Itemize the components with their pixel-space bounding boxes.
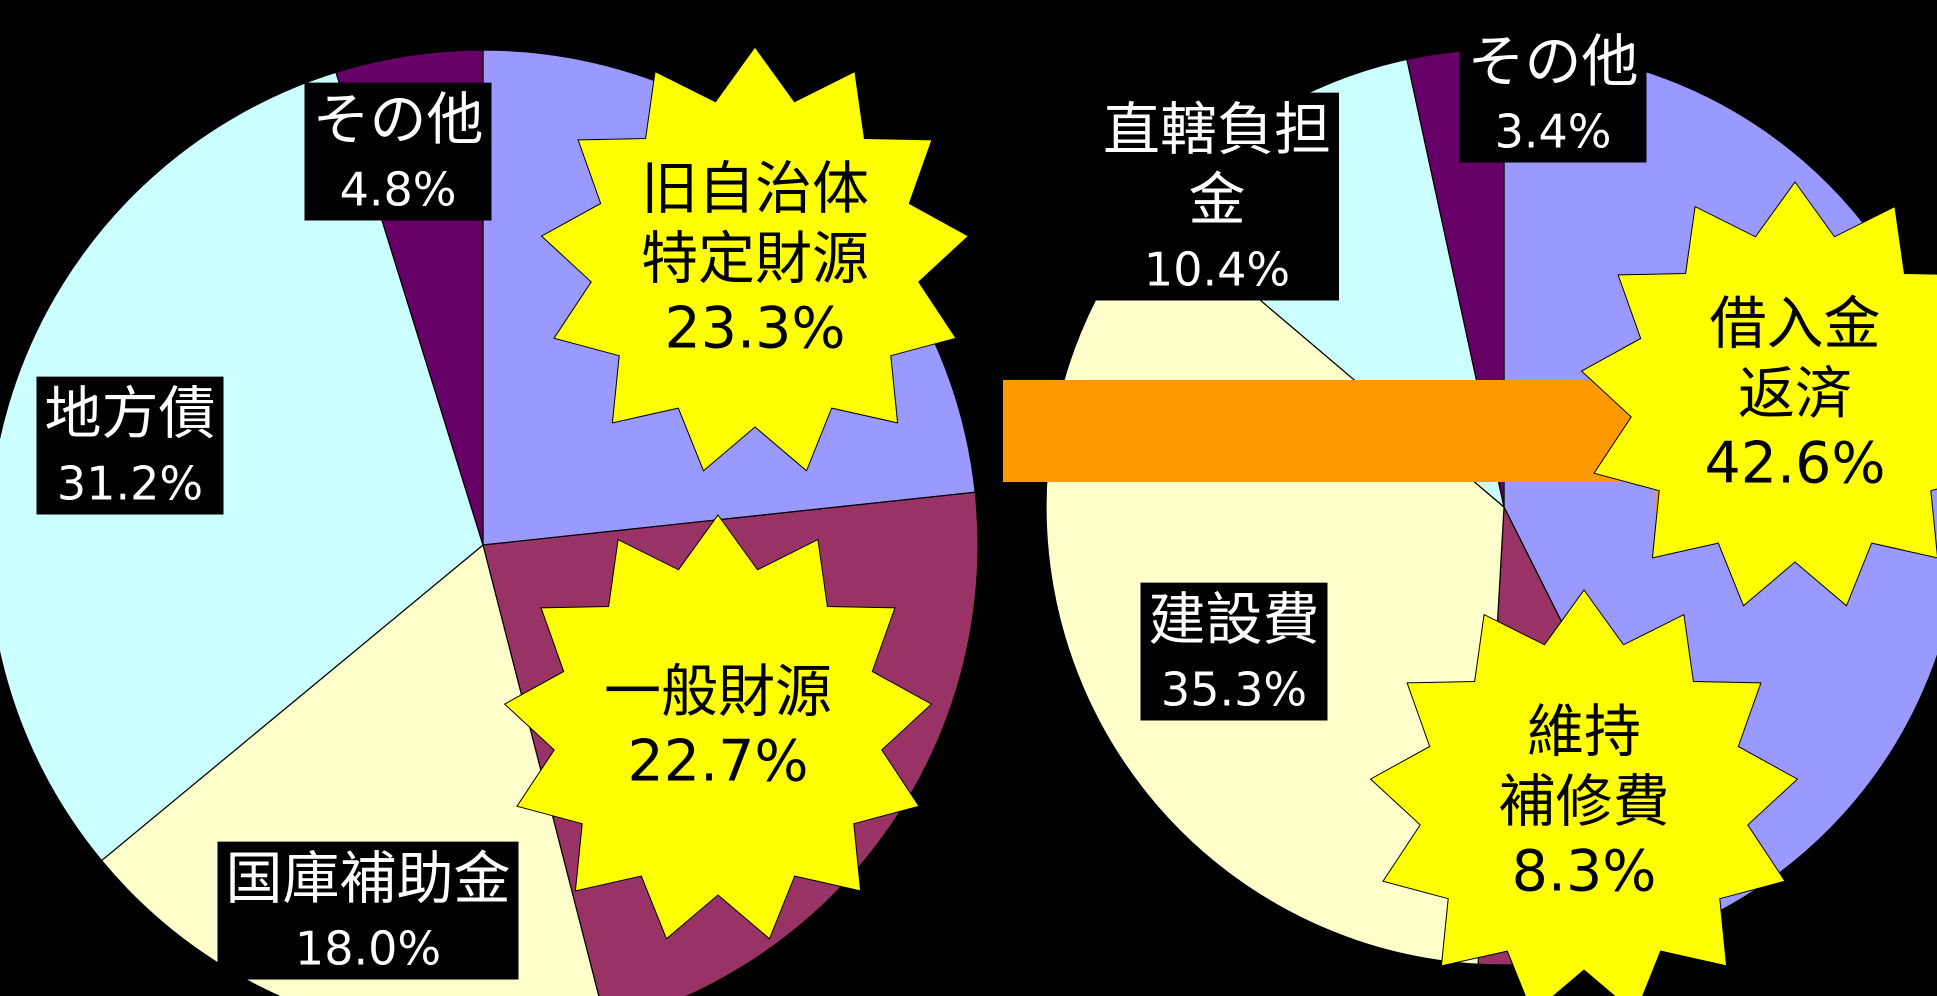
box-label: 直轄負担金 10.4% xyxy=(1095,92,1339,301)
value-label: 35.3% xyxy=(1161,663,1307,717)
category-label: その他 xyxy=(313,87,484,153)
labels: 旧自治体特定財源23.3%一般財源22.7%国庫補助金18.0%地方債31.2%… xyxy=(36,24,1937,996)
label-box xyxy=(1140,582,1328,721)
label-box xyxy=(36,376,224,515)
starburst xyxy=(503,514,933,940)
value-label: 23.3% xyxy=(664,296,845,362)
starburst xyxy=(1580,181,1937,607)
category-label: 直轄負担金 xyxy=(1103,97,1331,233)
box-label: 国庫補助金 18.0% xyxy=(217,841,519,980)
value-label: 31.2% xyxy=(57,457,203,511)
category-label: 一般財源 xyxy=(604,659,832,725)
arrow xyxy=(1003,328,1770,532)
value-label: 3.4% xyxy=(1495,105,1612,159)
value-label: 8.3% xyxy=(1512,839,1657,905)
value-label: 42.6% xyxy=(1704,431,1885,497)
box-label: その他 4.8% xyxy=(304,82,492,221)
starburst xyxy=(1369,589,1799,996)
category-label: 借入金返済 xyxy=(1710,291,1881,427)
label-box xyxy=(217,841,519,980)
value-label: 22.7% xyxy=(627,729,808,795)
starburst xyxy=(540,46,970,472)
box-label: 地方債 31.2% xyxy=(36,376,224,515)
category-label: その他 xyxy=(1468,29,1639,95)
category-label: 国庫補助金 xyxy=(226,846,511,912)
category-label: 建設費 xyxy=(1149,587,1320,653)
label-box xyxy=(1459,24,1647,163)
label-box xyxy=(304,82,492,221)
box-label: その他 3.4% xyxy=(1459,24,1647,163)
value-label: 18.0% xyxy=(295,922,441,976)
value-label: 4.8% xyxy=(340,163,457,217)
value-label: 10.4% xyxy=(1144,243,1290,297)
category-label: 維持補修費 xyxy=(1499,699,1670,835)
category-label: 旧自治体特定財源 xyxy=(641,156,869,292)
box-label: 建設費 35.3% xyxy=(1140,582,1328,721)
pie-slice xyxy=(0,71,484,862)
label-box xyxy=(1095,92,1339,301)
category-label: 地方債 xyxy=(45,381,216,447)
